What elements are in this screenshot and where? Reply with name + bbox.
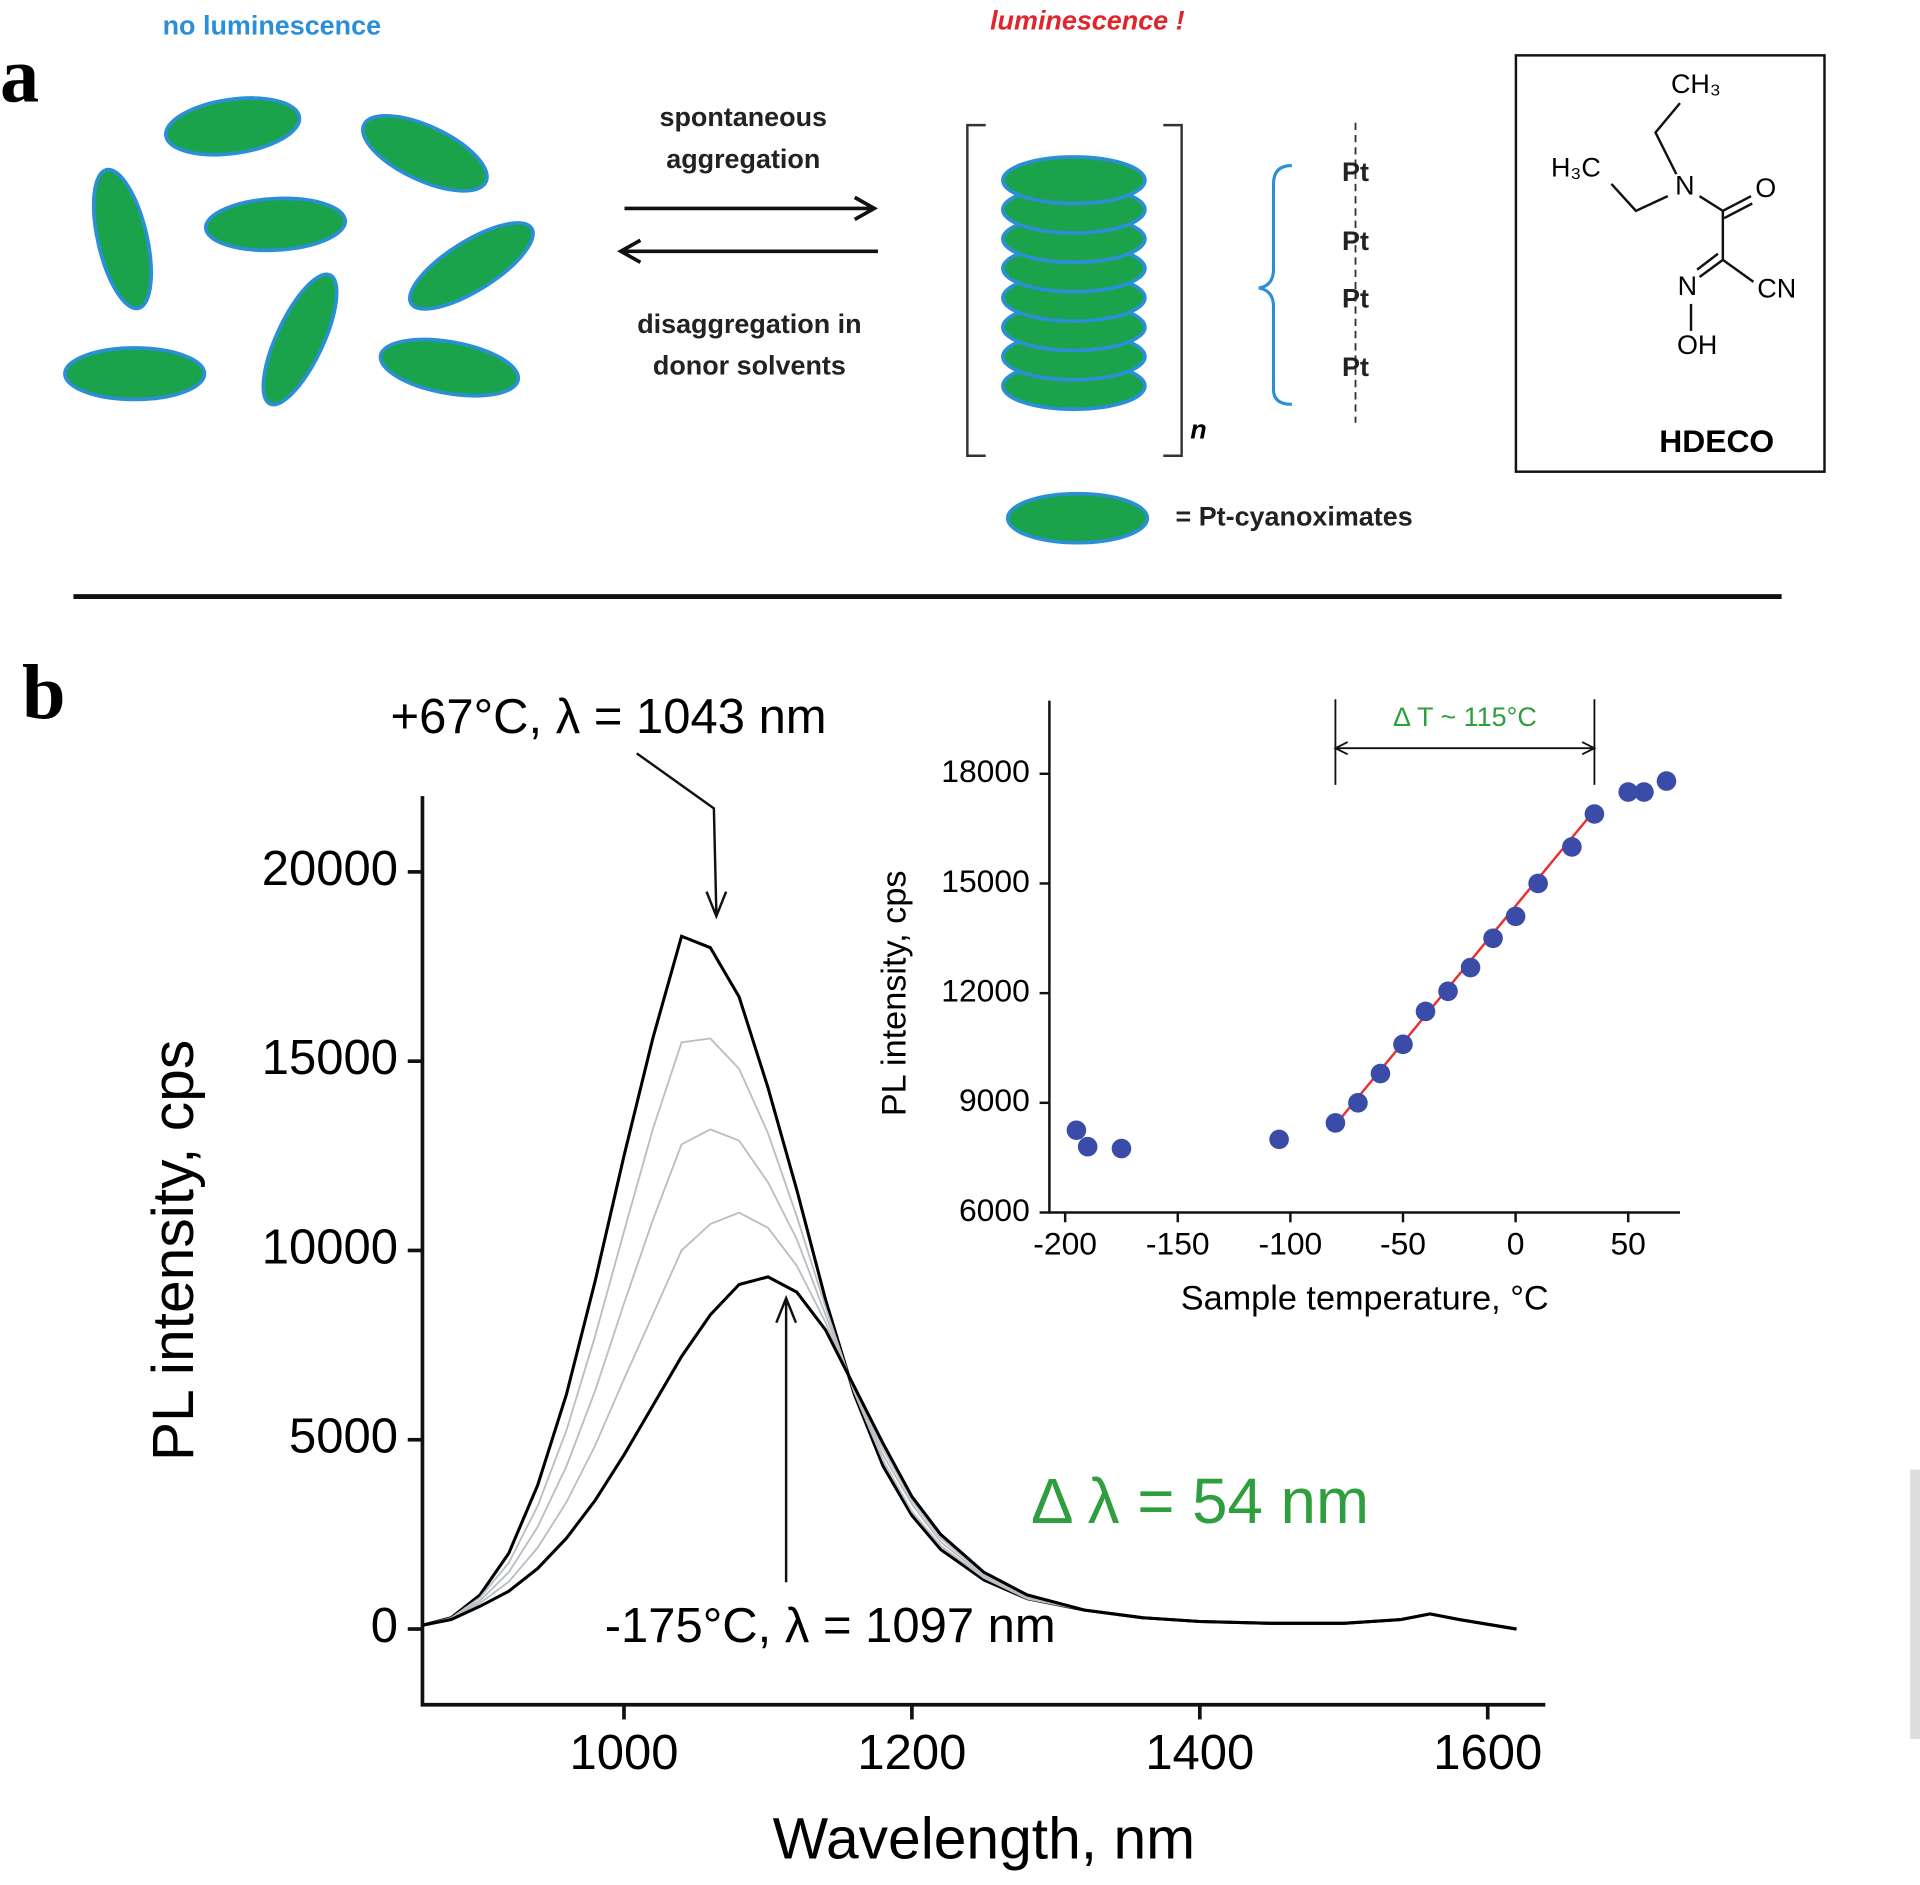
y-axis-title: PL intensity, cps <box>141 1040 206 1461</box>
y-tick-label: 20000 <box>262 842 398 896</box>
bracket <box>966 123 1183 457</box>
data-point <box>1460 957 1481 978</box>
x-tick-label: -50 <box>1380 1226 1426 1262</box>
edge-bar <box>1910 1469 1920 1740</box>
molecule <box>63 346 207 402</box>
atom: H₃C <box>1551 152 1601 182</box>
bracket-label: Δ T ~ 115°C <box>1393 702 1537 732</box>
caption: no luminescence <box>163 10 381 40</box>
caption: luminescence ! <box>990 5 1185 35</box>
compound-name: HDECO <box>1659 423 1774 459</box>
data-point <box>1562 837 1582 857</box>
atom: O <box>1755 173 1776 203</box>
data-point <box>1483 928 1503 949</box>
y-tick-label: 9000 <box>959 1082 1030 1118</box>
data-point <box>1269 1129 1289 1150</box>
molecules <box>63 96 1150 545</box>
atom: N <box>1678 271 1697 301</box>
atom: CN <box>1757 274 1796 304</box>
data-point <box>1348 1093 1368 1113</box>
panel-label: b <box>22 649 66 736</box>
pt-label: Pt <box>1342 352 1369 382</box>
subscript: n <box>1190 414 1206 444</box>
y-tick-label: 6000 <box>959 1192 1030 1228</box>
molecule <box>1001 155 1147 206</box>
y-tick-label: 15000 <box>262 1031 398 1085</box>
panel-label: a <box>0 32 39 119</box>
spectrum-line <box>422 1037 1517 1630</box>
bracket <box>1333 699 1597 785</box>
molecule <box>378 337 521 398</box>
annotation-arrow <box>775 1294 798 1583</box>
y-tick-label: 0 <box>371 1599 398 1653</box>
y-tick-label: 5000 <box>289 1410 398 1464</box>
annotation: +67°C, λ = 1043 nm <box>391 690 827 744</box>
data-point <box>1656 771 1677 791</box>
molecule <box>164 96 302 157</box>
molecule <box>1005 491 1150 545</box>
x-tick-label: 1400 <box>1145 1726 1254 1780</box>
x-tick-label: 50 <box>1610 1226 1645 1262</box>
x-tick-label: 1000 <box>570 1726 679 1780</box>
arrow <box>624 195 879 222</box>
molecule <box>91 167 154 311</box>
data-point <box>1066 1120 1087 1141</box>
data-point <box>1415 1001 1436 1022</box>
x-axis-title: Sample temperature, °C <box>1181 1280 1549 1318</box>
arrow-label: spontaneous <box>659 102 827 132</box>
brace <box>1258 164 1292 406</box>
data-point <box>1393 1034 1413 1055</box>
x-axis-title: Wavelength, nm <box>773 1807 1195 1872</box>
structure-box <box>1514 54 1826 473</box>
atom: OH <box>1677 330 1717 360</box>
pt-label: Pt <box>1342 283 1369 313</box>
data-point <box>1077 1136 1098 1157</box>
x-tick-label: -150 <box>1146 1226 1210 1262</box>
legend-text: = Pt-cyanoximates <box>1176 501 1413 531</box>
arrow-label: donor solvents <box>653 351 846 381</box>
x-tick-label: 1600 <box>1433 1726 1542 1780</box>
x-tick-label: -200 <box>1033 1226 1097 1262</box>
y-tick-label: 10000 <box>262 1220 398 1274</box>
arrow <box>617 238 878 264</box>
data-point <box>1584 804 1605 824</box>
annotation: -175°C, λ = 1097 nm <box>605 1599 1056 1653</box>
data-point <box>1634 782 1654 802</box>
y-tick-label: 12000 <box>941 973 1030 1009</box>
arrow-label: disaggregation in <box>637 309 861 339</box>
panel-a: a no luminescence luminescence ! n Pt <box>0 5 1826 545</box>
spectrum-line <box>422 1275 1517 1631</box>
data-point <box>1438 981 1458 1002</box>
bonds <box>1610 102 1755 331</box>
y-tick-label: 18000 <box>941 753 1030 789</box>
data-point <box>1505 906 1526 927</box>
axis <box>420 796 1546 1707</box>
x-tick-label: 0 <box>1507 1226 1525 1262</box>
axis <box>1048 700 1680 1214</box>
y-tick-label: 15000 <box>941 863 1030 899</box>
data-point <box>1528 873 1548 894</box>
data-point <box>1111 1138 1132 1159</box>
data-point <box>1370 1063 1391 1084</box>
y-axis-title: PL intensity, cps <box>875 870 913 1116</box>
molecule <box>261 272 339 407</box>
pt-label: Pt <box>1342 157 1369 187</box>
arrow-label: aggregation <box>666 144 820 174</box>
annotation-arrow <box>636 752 728 920</box>
molecule <box>360 113 489 193</box>
molecule <box>203 196 348 253</box>
molecule <box>407 221 535 311</box>
x-tick-label: -100 <box>1259 1226 1323 1262</box>
atom: CH₃ <box>1671 69 1721 99</box>
x-tick-label: 1200 <box>857 1726 966 1780</box>
annotation: Δ λ = 54 nm <box>1031 1466 1369 1537</box>
pt-label: Pt <box>1342 226 1369 256</box>
atom: N <box>1675 171 1694 201</box>
data-point <box>1618 782 1638 802</box>
data-point <box>1325 1113 1346 1133</box>
